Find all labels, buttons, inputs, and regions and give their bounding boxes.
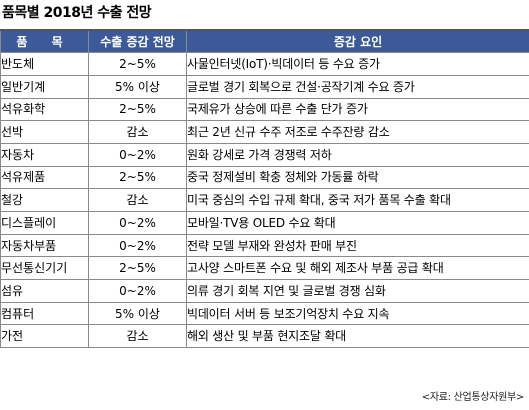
cell-change: 2~5%	[88, 52, 187, 76]
cell-item: 일반기계	[0, 74, 89, 99]
cell-reason: 글로벌 경기 회복으로 건설·공작기계 수요 증가	[186, 74, 529, 99]
cell-change: 0~2%	[88, 279, 187, 303]
cell-change: 2~5%	[88, 165, 187, 190]
source-note: <자료: 산업통상자원부>	[421, 392, 525, 403]
cell-change: 5% 이상	[88, 301, 187, 326]
cell-item: 섬유	[0, 279, 89, 303]
cell-item: 자동차부품	[0, 233, 89, 258]
table-row: 석유제품 2~5% 중국 정제설비 확충 정체와 가동률 하락	[0, 165, 529, 190]
table-header-row: 품 목 수출 증감 전망 증감 요인	[0, 29, 529, 54]
cell-reason: 미국 중심의 수입 규제 확대, 중국 저가 품목 수출 확대	[186, 188, 529, 212]
cell-reason: 빅데이터 서버 등 보조기억장치 수요 지속	[186, 301, 529, 326]
header-change: 수출 증감 전망	[88, 29, 187, 54]
cell-reason: 의류 경기 회복 지연 및 글로벌 경쟁 심화	[186, 279, 529, 303]
table-row: 컴퓨터 5% 이상 빅데이터 서버 등 보조기억장치 수요 지속	[0, 301, 529, 326]
cell-reason: 국제유가 상승에 따른 수출 단가 증가	[186, 97, 529, 122]
export-outlook-table: 품 목 수출 증감 전망 증감 요인 반도체 2~5% 사물인터넷(IoT)·빅…	[0, 29, 529, 349]
cell-reason: 모바일·TV용 OLED 수요 확대	[186, 211, 529, 235]
cell-item: 반도체	[0, 52, 89, 76]
cell-item: 가전	[0, 324, 89, 349]
header-item: 품 목	[0, 29, 89, 54]
table-row: 섬유 0~2% 의류 경기 회복 지연 및 글로벌 경쟁 심화	[0, 279, 529, 303]
table-row: 일반기계 5% 이상 글로벌 경기 회복으로 건설·공작기계 수요 증가	[0, 74, 529, 99]
cell-change: 0~2%	[88, 211, 187, 235]
cell-change: 2~5%	[88, 256, 187, 281]
cell-reason: 고사양 스마트폰 수요 및 해외 제조사 부품 공급 확대	[186, 256, 529, 281]
cell-reason: 최근 2년 신규 수주 저조로 수주잔량 감소	[186, 120, 529, 144]
cell-reason: 중국 정제설비 확충 정체와 가동률 하락	[186, 165, 529, 190]
cell-change: 0~2%	[88, 233, 187, 258]
cell-reason: 사물인터넷(IoT)·빅데이터 등 수요 증가	[186, 52, 529, 76]
table-row: 선박 감소 최근 2년 신규 수주 저조로 수주잔량 감소	[0, 120, 529, 144]
table-row: 석유화학 2~5% 국제유가 상승에 따른 수출 단가 증가	[0, 97, 529, 122]
table-row: 무선통신기기 2~5% 고사양 스마트폰 수요 및 해외 제조사 부품 공급 확…	[0, 256, 529, 281]
cell-change: 5% 이상	[88, 74, 187, 99]
header-reason: 증감 요인	[186, 29, 529, 54]
cell-reason: 원화 강세로 가격 경쟁력 저하	[186, 142, 529, 167]
cell-change: 0~2%	[88, 142, 187, 167]
cell-item: 선박	[0, 120, 89, 144]
page-title: 품목별 2018년 수출 전망	[2, 5, 152, 21]
cell-item: 디스플레이	[0, 211, 89, 235]
cell-item: 자동차	[0, 142, 89, 167]
cell-item: 철강	[0, 188, 89, 212]
table-row: 자동차부품 0~2% 전략 모델 부재와 완성차 판매 부진	[0, 233, 529, 258]
cell-change: 2~5%	[88, 97, 187, 122]
table-row: 자동차 0~2% 원화 강세로 가격 경쟁력 저하	[0, 142, 529, 167]
cell-change: 감소	[88, 120, 187, 144]
table-row: 철강 감소 미국 중심의 수입 규제 확대, 중국 저가 품목 수출 확대	[0, 188, 529, 212]
cell-reason: 전략 모델 부재와 완성차 판매 부진	[186, 233, 529, 258]
table-row: 디스플레이 0~2% 모바일·TV용 OLED 수요 확대	[0, 211, 529, 235]
cell-reason: 해외 생산 및 부품 현지조달 확대	[186, 324, 529, 349]
cell-item: 석유화학	[0, 97, 89, 122]
cell-item: 컴퓨터	[0, 301, 89, 326]
cell-item: 석유제품	[0, 165, 89, 190]
cell-change: 감소	[88, 324, 187, 349]
table-row: 반도체 2~5% 사물인터넷(IoT)·빅데이터 등 수요 증가	[0, 52, 529, 76]
table-row: 가전 감소 해외 생산 및 부품 현지조달 확대	[0, 324, 529, 349]
cell-item: 무선통신기기	[0, 256, 89, 281]
cell-change: 감소	[88, 188, 187, 212]
